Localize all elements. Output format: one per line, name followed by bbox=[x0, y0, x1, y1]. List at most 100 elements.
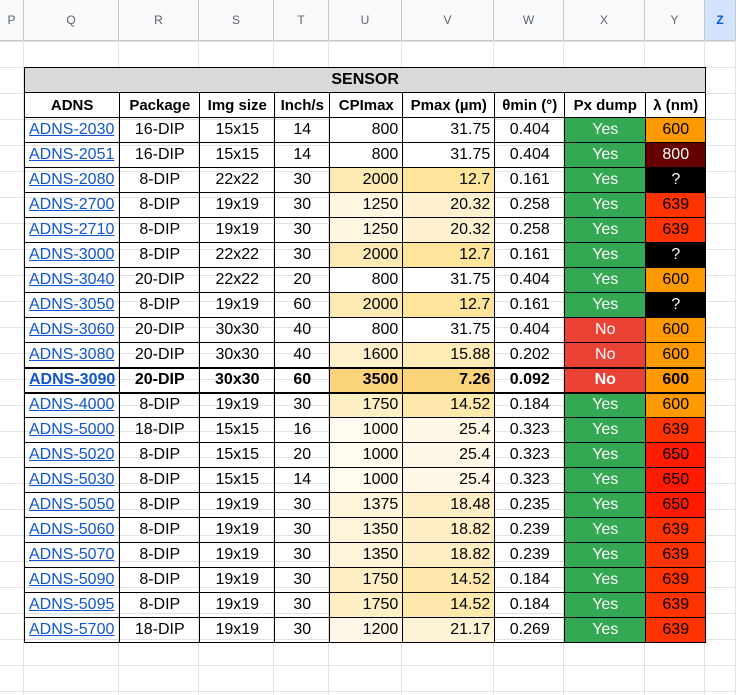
cell-img-size[interactable]: 15x15 bbox=[199, 467, 276, 493]
cell-pmax[interactable]: 31.75 bbox=[402, 142, 496, 168]
cell-theta-min[interactable]: 0.184 bbox=[494, 392, 566, 418]
cell-package[interactable]: 8-DIP bbox=[119, 542, 201, 568]
cell-px-dump[interactable]: Yes bbox=[564, 542, 647, 568]
cell-wavelength[interactable]: 600 bbox=[645, 317, 707, 343]
cell-cpi-max[interactable]: 2000 bbox=[329, 167, 404, 193]
cell-px-dump[interactable]: Yes bbox=[564, 267, 647, 293]
cell-cpi-max[interactable]: 2000 bbox=[329, 292, 404, 318]
cell-theta-min[interactable]: 0.258 bbox=[494, 192, 566, 218]
cell-inch-per-s[interactable]: 30 bbox=[274, 217, 331, 243]
header-wavelength[interactable]: λ (nm) bbox=[645, 92, 707, 118]
cell-inch-per-s[interactable]: 60 bbox=[274, 366, 331, 394]
cell-img-size[interactable]: 22x22 bbox=[199, 167, 276, 193]
cell-img-size[interactable]: 19x19 bbox=[199, 617, 276, 643]
cell-theta-min[interactable]: 0.184 bbox=[494, 567, 566, 593]
cell-package[interactable]: 8-DIP bbox=[119, 442, 201, 468]
cell-adns-link[interactable]: ADNS-2051 bbox=[23, 142, 121, 168]
cell-cpi-max[interactable]: 1750 bbox=[329, 592, 404, 618]
cell-img-size[interactable]: 19x19 bbox=[199, 192, 276, 218]
cell-inch-per-s[interactable]: 30 bbox=[274, 242, 331, 268]
cell-inch-per-s[interactable]: 30 bbox=[274, 542, 331, 568]
cell-img-size[interactable]: 19x19 bbox=[199, 392, 276, 418]
cell-adns-link[interactable]: ADNS-3060 bbox=[23, 317, 121, 343]
cell-cpi-max[interactable]: 800 bbox=[329, 142, 404, 168]
cell-theta-min[interactable]: 0.269 bbox=[494, 617, 566, 643]
cell-adns-link[interactable]: ADNS-5030 bbox=[23, 467, 121, 493]
cell-pmax[interactable]: 14.52 bbox=[402, 592, 496, 618]
cell-package[interactable]: 18-DIP bbox=[119, 617, 201, 643]
cell-package[interactable]: 8-DIP bbox=[119, 592, 201, 618]
cell-pmax[interactable]: 18.48 bbox=[402, 492, 496, 518]
column-header-u[interactable]: U bbox=[329, 0, 402, 40]
cell-adns-link[interactable]: ADNS-5060 bbox=[23, 517, 121, 543]
cell-adns-link[interactable]: ADNS-3090 bbox=[23, 366, 121, 394]
column-header-x[interactable]: X bbox=[564, 0, 645, 40]
cell-cpi-max[interactable]: 1000 bbox=[329, 467, 404, 493]
header-theta-min[interactable]: θmin (°) bbox=[494, 92, 566, 118]
cell-theta-min[interactable]: 0.161 bbox=[494, 167, 566, 193]
cell-img-size[interactable]: 19x19 bbox=[199, 492, 276, 518]
cell-adns-link[interactable]: ADNS-2030 bbox=[23, 117, 121, 143]
column-header-t[interactable]: T bbox=[274, 0, 329, 40]
cell-adns-link[interactable]: ADNS-5095 bbox=[23, 592, 121, 618]
cell-inch-per-s[interactable]: 14 bbox=[274, 117, 331, 143]
cell-px-dump[interactable]: Yes bbox=[564, 617, 647, 643]
cell-adns-link[interactable]: ADNS-3050 bbox=[23, 292, 121, 318]
cell-adns-link[interactable]: ADNS-5050 bbox=[23, 492, 121, 518]
cell-theta-min[interactable]: 0.404 bbox=[494, 267, 566, 293]
cell-px-dump[interactable]: Yes bbox=[564, 517, 647, 543]
cell-package[interactable]: 8-DIP bbox=[119, 217, 201, 243]
cell-adns-link[interactable]: ADNS-5020 bbox=[23, 442, 121, 468]
cell-wavelength[interactable]: 639 bbox=[645, 567, 707, 593]
cell-adns-link[interactable]: ADNS-3080 bbox=[23, 342, 121, 368]
cell-img-size[interactable]: 19x19 bbox=[199, 592, 276, 618]
cell-cpi-max[interactable]: 1250 bbox=[329, 217, 404, 243]
cell-theta-min[interactable]: 0.404 bbox=[494, 317, 566, 343]
cell-inch-per-s[interactable]: 30 bbox=[274, 167, 331, 193]
cell-inch-per-s[interactable]: 30 bbox=[274, 617, 331, 643]
cell-cpi-max[interactable]: 800 bbox=[329, 267, 404, 293]
cell-theta-min[interactable]: 0.202 bbox=[494, 342, 566, 368]
cell-pmax[interactable]: 12.7 bbox=[402, 242, 496, 268]
cell-adns-link[interactable]: ADNS-2700 bbox=[23, 192, 121, 218]
cell-wavelength[interactable]: 650 bbox=[645, 467, 707, 493]
cell-wavelength[interactable]: 650 bbox=[645, 442, 707, 468]
cell-inch-per-s[interactable]: 30 bbox=[274, 592, 331, 618]
cell-adns-link[interactable]: ADNS-5700 bbox=[23, 617, 121, 643]
cell-img-size[interactable]: 19x19 bbox=[199, 292, 276, 318]
cell-wavelength[interactable]: ? bbox=[645, 167, 707, 193]
cell-img-size[interactable]: 15x15 bbox=[199, 117, 276, 143]
cell-cpi-max[interactable]: 1250 bbox=[329, 192, 404, 218]
cell-theta-min[interactable]: 0.092 bbox=[494, 366, 566, 394]
cell-wavelength[interactable]: 600 bbox=[645, 267, 707, 293]
cell-wavelength[interactable]: 800 bbox=[645, 142, 707, 168]
cell-pmax[interactable]: 12.7 bbox=[402, 292, 496, 318]
cell-package[interactable]: 18-DIP bbox=[119, 417, 201, 443]
cell-img-size[interactable]: 15x15 bbox=[199, 442, 276, 468]
cell-px-dump[interactable]: Yes bbox=[564, 192, 647, 218]
cell-cpi-max[interactable]: 1350 bbox=[329, 542, 404, 568]
cell-wavelength[interactable]: 650 bbox=[645, 492, 707, 518]
cell-inch-per-s[interactable]: 30 bbox=[274, 492, 331, 518]
cell-inch-per-s[interactable]: 30 bbox=[274, 392, 331, 418]
cell-pmax[interactable]: 12.7 bbox=[402, 167, 496, 193]
cell-px-dump[interactable]: No bbox=[564, 342, 647, 368]
cell-package[interactable]: 20-DIP bbox=[119, 342, 201, 368]
cell-cpi-max[interactable]: 1350 bbox=[329, 517, 404, 543]
cell-px-dump[interactable]: Yes bbox=[564, 392, 647, 418]
cell-wavelength[interactable]: 639 bbox=[645, 192, 707, 218]
cell-pmax[interactable]: 18.82 bbox=[402, 517, 496, 543]
cell-inch-per-s[interactable]: 40 bbox=[274, 317, 331, 343]
cell-package[interactable]: 8-DIP bbox=[119, 492, 201, 518]
cell-wavelength[interactable]: 600 bbox=[645, 366, 707, 394]
cell-package[interactable]: 20-DIP bbox=[119, 267, 201, 293]
cell-theta-min[interactable]: 0.239 bbox=[494, 517, 566, 543]
cell-cpi-max[interactable]: 1750 bbox=[329, 392, 404, 418]
cell-pmax[interactable]: 21.17 bbox=[402, 617, 496, 643]
cell-cpi-max[interactable]: 1375 bbox=[329, 492, 404, 518]
cell-package[interactable]: 8-DIP bbox=[119, 192, 201, 218]
cell-px-dump[interactable]: Yes bbox=[564, 442, 647, 468]
cell-pmax[interactable]: 7.26 bbox=[402, 366, 496, 394]
cell-pmax[interactable]: 20.32 bbox=[402, 217, 496, 243]
column-header-q[interactable]: Q bbox=[24, 0, 119, 40]
